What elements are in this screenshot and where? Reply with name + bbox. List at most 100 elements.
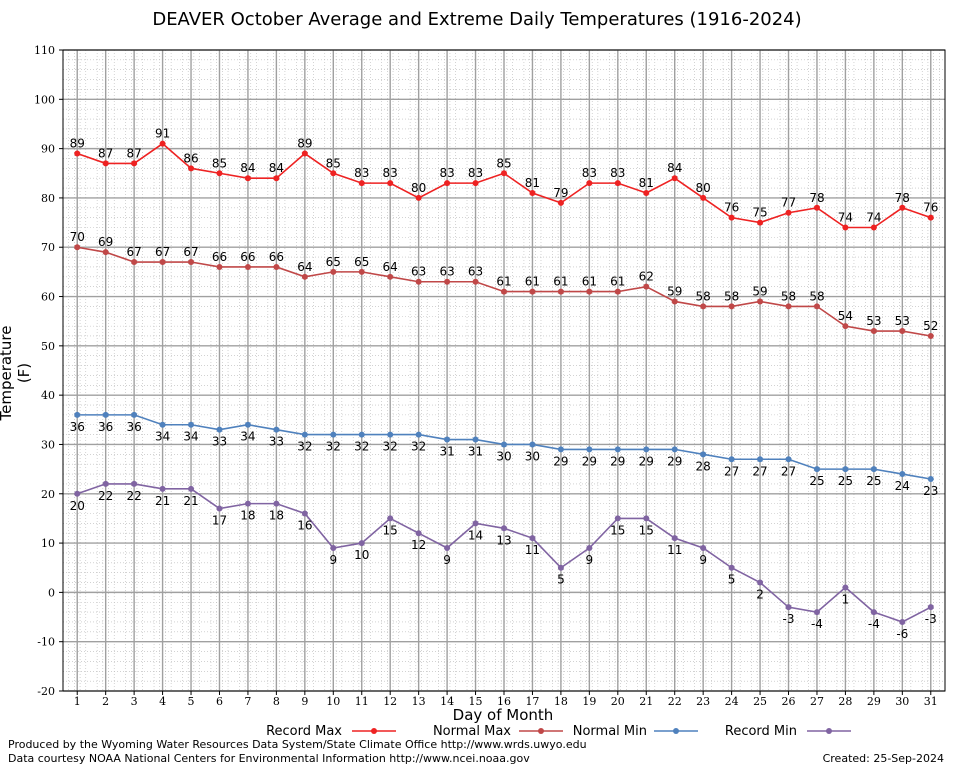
data-point-normal-min	[74, 411, 81, 418]
data-label-record-max: 78	[809, 191, 824, 205]
y-axis-label: Temperature (F)	[0, 325, 33, 421]
data-point-record-max	[188, 165, 195, 172]
data-label-normal-min: 34	[240, 430, 255, 444]
data-point-normal-min	[728, 456, 735, 463]
x-tick-label: 14	[440, 695, 454, 708]
data-label-normal-min: 31	[468, 445, 483, 459]
data-point-record-min	[643, 515, 650, 522]
data-label-normal-max: 58	[781, 289, 796, 303]
data-label-record-max: 84	[269, 161, 284, 175]
x-tick-label: 21	[639, 695, 653, 708]
data-point-normal-min	[387, 431, 394, 438]
data-label-normal-min: 29	[610, 454, 625, 468]
data-label-normal-min: 23	[923, 484, 938, 498]
data-point-record-min	[301, 510, 308, 517]
data-point-record-min	[586, 545, 593, 552]
data-point-record-max	[529, 189, 536, 196]
data-point-normal-max	[216, 263, 223, 270]
data-point-normal-max	[131, 259, 138, 266]
data-point-record-min	[870, 609, 877, 616]
data-label-record-min: 18	[240, 509, 255, 523]
data-point-record-min	[131, 480, 138, 487]
data-point-normal-min	[444, 436, 451, 443]
x-tick-label: 19	[582, 695, 596, 708]
data-point-normal-min	[757, 456, 764, 463]
data-label-normal-min: 29	[667, 454, 682, 468]
data-point-record-max	[444, 180, 451, 187]
x-tick-label: 28	[838, 695, 852, 708]
data-point-record-max	[358, 180, 365, 187]
data-point-normal-max	[273, 263, 280, 270]
data-point-record-max	[842, 224, 849, 231]
data-point-normal-max	[472, 278, 479, 285]
data-point-record-min	[159, 485, 166, 492]
data-label-record-min: -3	[925, 612, 937, 626]
data-point-normal-min	[529, 441, 536, 448]
data-label-normal-max: 53	[895, 314, 910, 328]
x-tick-label: 27	[810, 695, 824, 708]
y-tick-label: 90	[41, 143, 55, 156]
data-point-normal-max	[671, 298, 678, 305]
data-point-normal-max	[387, 273, 394, 280]
data-label-record-min: 22	[126, 489, 141, 503]
data-point-record-min	[813, 609, 820, 616]
data-point-record-max	[131, 160, 138, 167]
x-tick-label: 16	[497, 695, 511, 708]
data-label-record-max: 83	[582, 166, 597, 180]
data-label-record-min: 1	[842, 592, 850, 606]
data-label-record-max: 83	[468, 166, 483, 180]
data-point-record-max	[301, 150, 308, 157]
data-label-record-max: 74	[866, 211, 881, 225]
data-label-normal-min: 31	[439, 445, 454, 459]
data-label-normal-max: 61	[525, 275, 540, 289]
data-label-record-min: 9	[699, 553, 707, 567]
data-label-normal-min: 25	[866, 474, 881, 488]
data-label-record-max: 83	[610, 166, 625, 180]
data-point-normal-max	[785, 303, 792, 310]
data-point-record-min	[244, 500, 251, 507]
x-tick-label: 31	[924, 695, 938, 708]
data-label-record-max: 75	[752, 206, 767, 220]
data-point-normal-min	[700, 451, 707, 458]
data-label-normal-max: 65	[354, 255, 369, 269]
x-tick-label: 10	[326, 695, 340, 708]
data-label-normal-max: 61	[582, 275, 597, 289]
data-label-record-min: 9	[329, 553, 337, 567]
data-point-record-min	[529, 535, 536, 542]
data-label-normal-min: 24	[895, 479, 910, 493]
x-tick-label: 30	[895, 695, 909, 708]
data-label-record-min: -4	[811, 617, 823, 631]
data-label-normal-max: 63	[411, 265, 426, 279]
data-label-record-min: 18	[269, 509, 284, 523]
data-label-normal-max: 69	[98, 235, 113, 249]
data-label-normal-max: 67	[126, 245, 141, 259]
data-point-normal-max	[899, 328, 906, 335]
x-tick-label: 29	[867, 695, 881, 708]
data-label-record-max: 81	[639, 176, 654, 190]
data-point-record-min	[501, 525, 507, 532]
data-label-normal-max: 59	[667, 284, 682, 298]
data-label-normal-min: 32	[354, 440, 369, 454]
data-point-normal-min	[643, 446, 650, 453]
data-point-record-min	[927, 604, 934, 611]
data-label-record-max: 74	[838, 211, 853, 225]
data-point-normal-max	[188, 259, 195, 266]
data-label-record-max: 79	[553, 186, 568, 200]
data-label-normal-max: 62	[639, 270, 654, 284]
data-label-record-min: 5	[728, 573, 736, 587]
data-point-normal-min	[188, 421, 195, 428]
data-label-record-min: -4	[868, 617, 880, 631]
data-label-record-max: 76	[923, 201, 938, 215]
data-label-record-min: 11	[667, 543, 682, 557]
x-tick-label: 25	[753, 695, 767, 708]
data-point-record-min	[899, 618, 906, 625]
legend-label-normal-min: Normal Min	[573, 724, 647, 739]
data-point-record-min	[842, 584, 849, 591]
data-label-record-min: 10	[354, 548, 369, 562]
data-point-normal-max	[358, 268, 365, 275]
data-label-record-max: 81	[525, 176, 540, 190]
data-label-normal-max: 70	[70, 230, 85, 244]
data-label-record-min: 22	[98, 489, 113, 503]
data-label-normal-min: 27	[724, 464, 739, 478]
